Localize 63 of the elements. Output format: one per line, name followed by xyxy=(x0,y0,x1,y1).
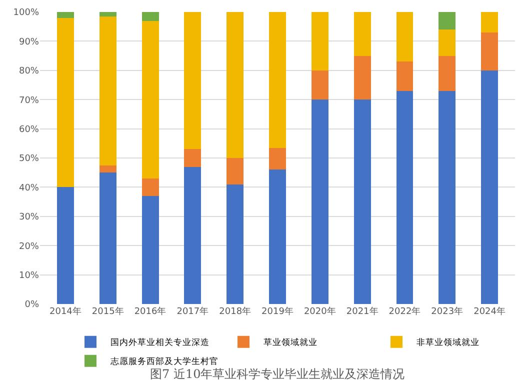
bar xyxy=(99,172,116,304)
y-tick-label: 90% xyxy=(18,37,40,48)
bar xyxy=(396,62,414,91)
x-tick-label: 2020年 xyxy=(304,306,336,317)
y-tick-label: 70% xyxy=(18,96,40,106)
bar xyxy=(438,30,456,56)
y-tick-label: 0% xyxy=(24,300,40,310)
x-tick-label: 2021年 xyxy=(346,306,378,317)
x-tick-label: 2024年 xyxy=(474,306,506,317)
x-tick-label: 2016年 xyxy=(134,306,166,317)
x-tick-label: 2018年 xyxy=(219,306,252,317)
y-tick-label: 20% xyxy=(18,242,40,252)
bar xyxy=(311,12,328,70)
bar xyxy=(311,70,328,100)
y-tick-label: 60% xyxy=(18,124,40,135)
bar xyxy=(354,12,371,56)
bar xyxy=(269,170,286,304)
y-tick-label: 50% xyxy=(18,154,40,164)
y-tick-label: 100% xyxy=(13,8,40,18)
bar xyxy=(56,187,74,304)
bar xyxy=(142,196,159,304)
y-tick-label: 80% xyxy=(18,66,40,77)
bar xyxy=(226,12,244,158)
x-tick-label: 2019年 xyxy=(262,306,294,317)
legend-label: 志愿服务西部及大学生村官 xyxy=(110,356,218,368)
x-tick-label: 2015年 xyxy=(92,306,124,317)
bar xyxy=(481,70,498,304)
bar xyxy=(184,12,202,150)
bar xyxy=(354,56,371,100)
bar xyxy=(99,12,116,16)
bar xyxy=(481,12,498,32)
bar xyxy=(142,178,159,196)
x-tick-label: 2022年 xyxy=(388,306,421,317)
bar xyxy=(438,56,456,91)
bar xyxy=(396,12,414,62)
bar xyxy=(56,18,74,188)
bar xyxy=(438,90,456,304)
bar xyxy=(226,184,244,304)
x-tick-label: 2023年 xyxy=(431,306,464,317)
bar xyxy=(354,100,371,304)
legend-label: 草业领域就业 xyxy=(264,337,318,348)
x-tick-label: 2014年 xyxy=(49,306,82,317)
bar xyxy=(481,32,498,70)
bar xyxy=(438,12,456,30)
bar xyxy=(99,165,116,173)
y-tick-label: 40% xyxy=(18,183,40,194)
bar xyxy=(226,158,244,184)
legend-label: 国内外草业相关专业深造 xyxy=(110,337,210,348)
bar xyxy=(311,100,328,304)
x-tick-label: 2017年 xyxy=(176,306,209,317)
bar xyxy=(184,166,202,304)
caption: 图7 近10年草业科学专业毕业生就业及深造情况 xyxy=(150,367,405,381)
bar xyxy=(184,149,202,167)
bar xyxy=(142,20,159,178)
bar xyxy=(99,16,116,166)
bar xyxy=(269,12,286,148)
bar xyxy=(269,148,286,170)
bar xyxy=(396,90,414,304)
bar xyxy=(56,12,74,18)
legend-label: 非草业领域就业 xyxy=(416,337,480,348)
bar xyxy=(142,12,159,21)
y-tick-label: 10% xyxy=(18,270,40,281)
y-tick-label: 30% xyxy=(18,212,40,223)
